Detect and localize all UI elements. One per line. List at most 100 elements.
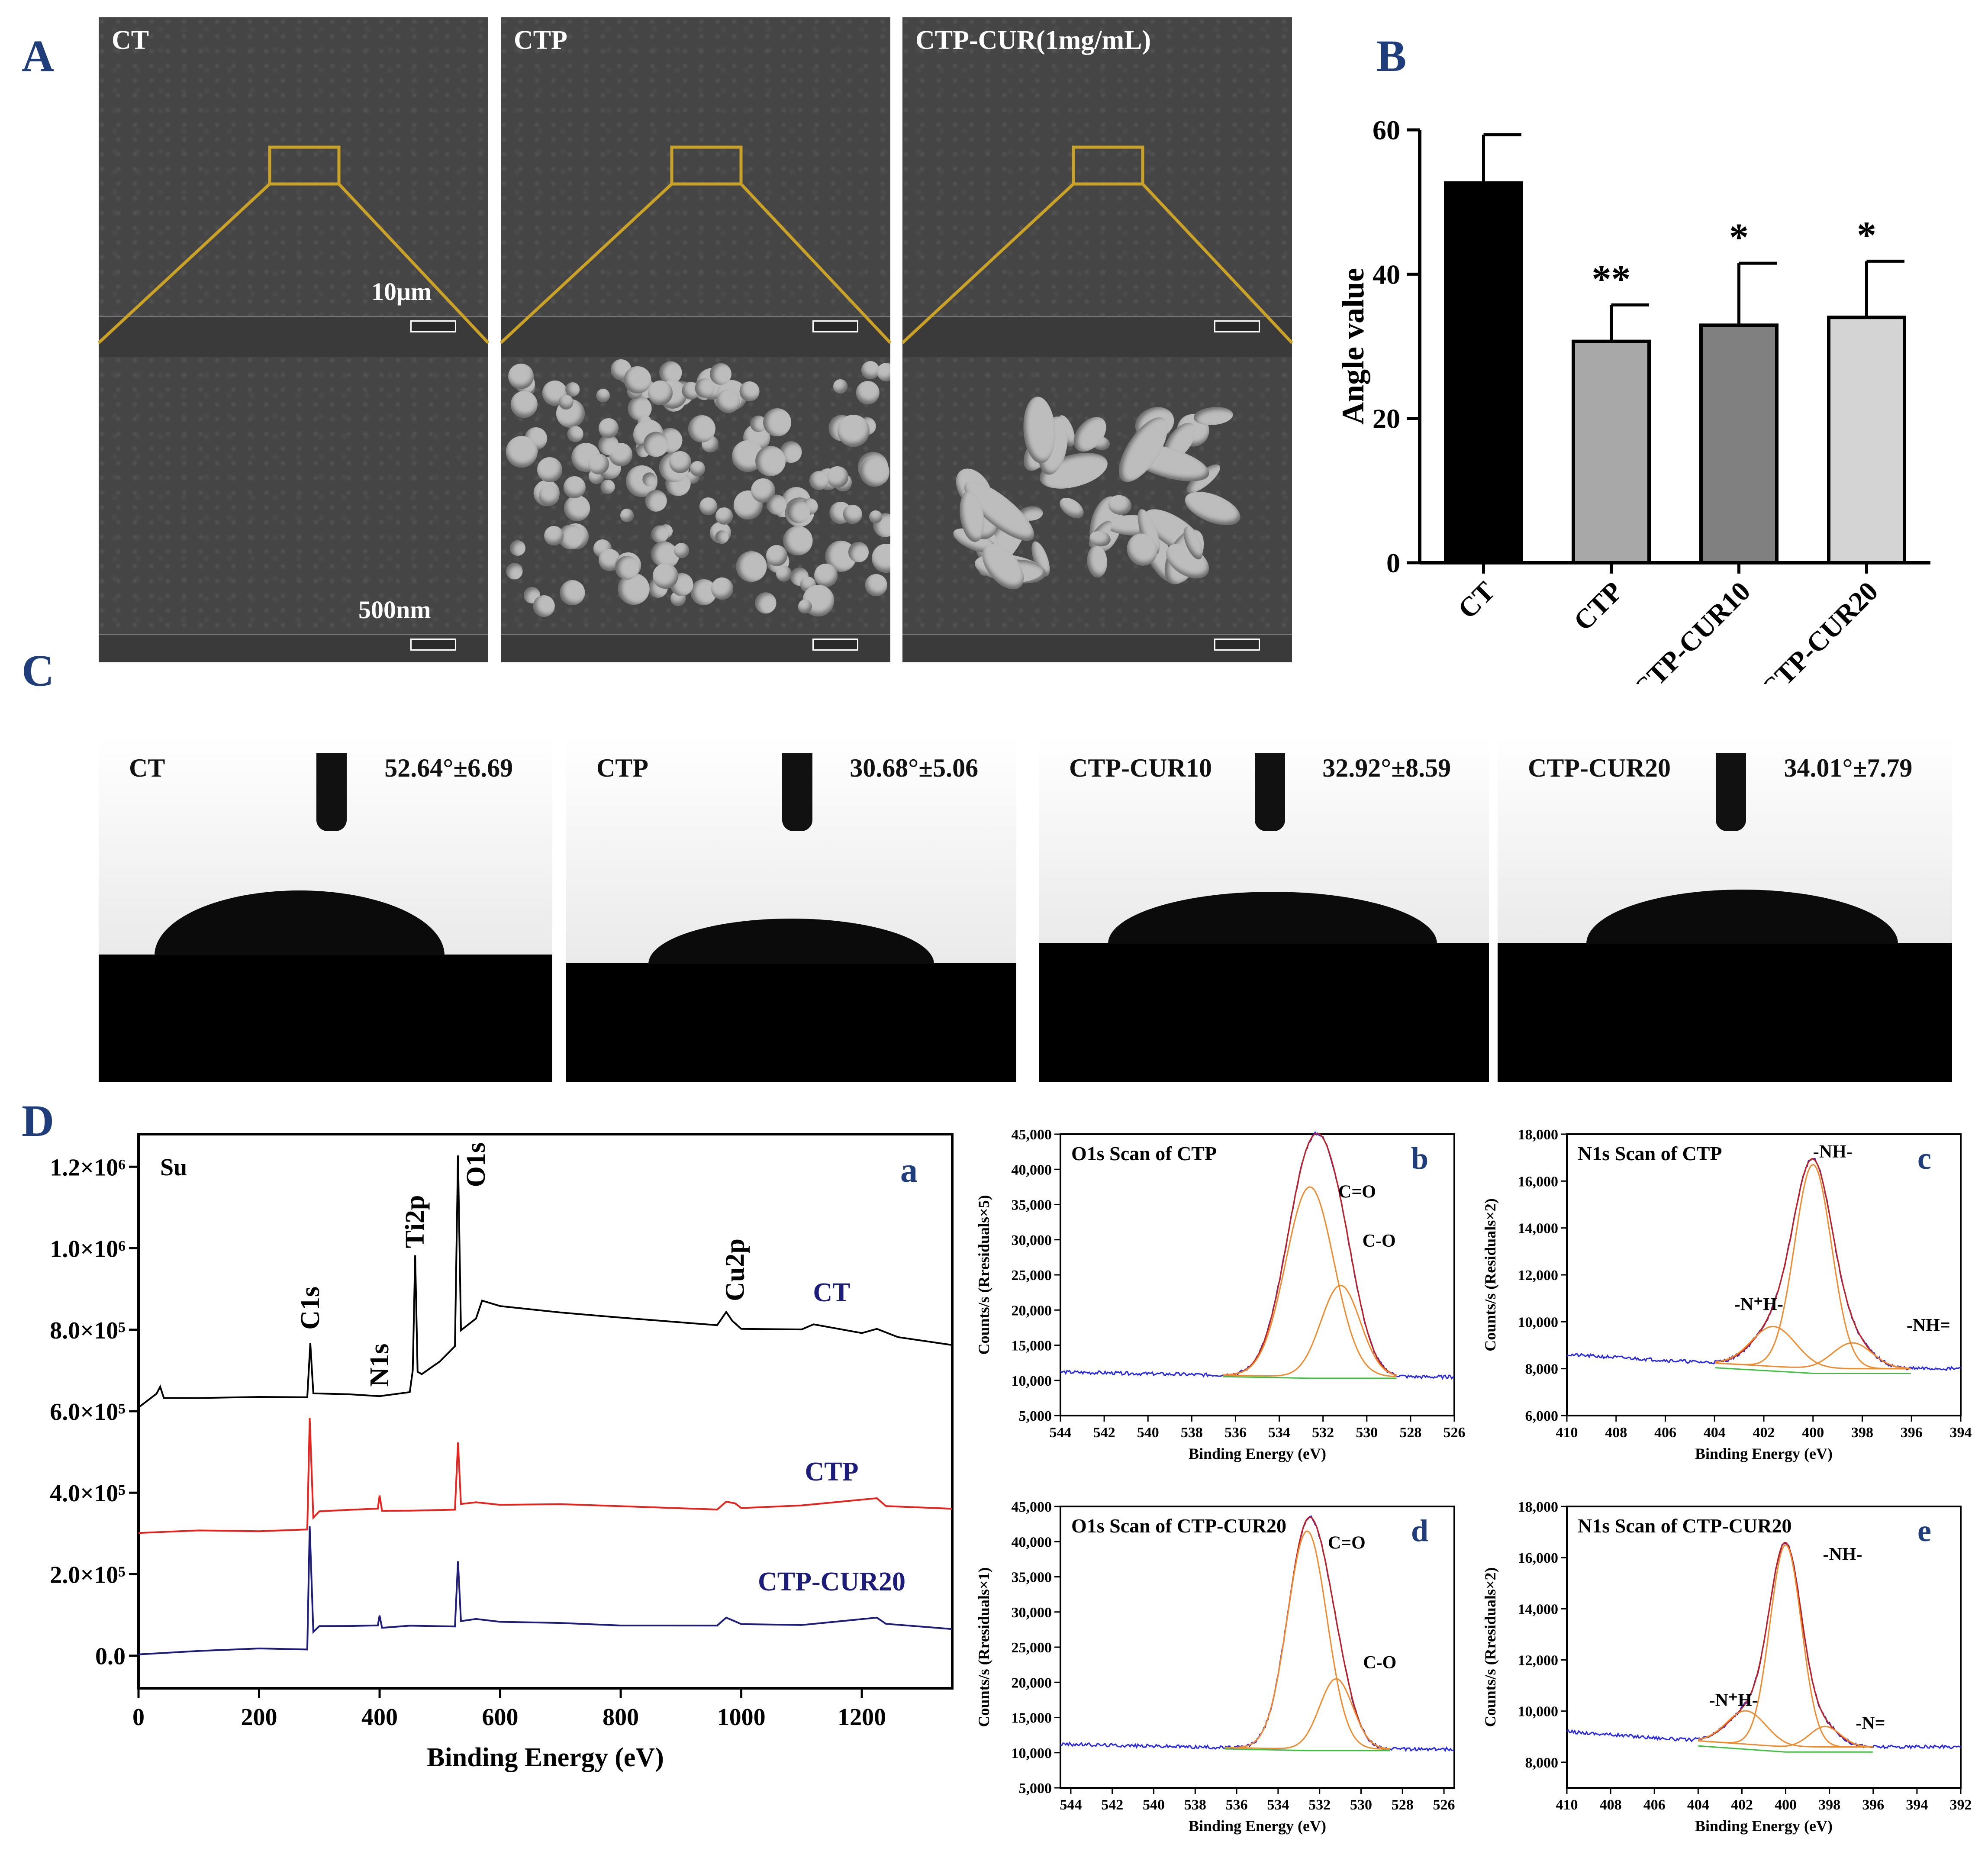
x-tick-label: 406 <box>1654 1425 1676 1441</box>
significance-mark: * <box>1857 214 1876 257</box>
o1s-ctp-chart: 544 542 540 538 536 534 532 530 528 526 5,000 10,00… <box>975 1127 1466 1462</box>
series-label: CTP <box>805 1457 858 1487</box>
series-line <box>1060 1515 1455 1752</box>
sample-label: CTP-CUR20 <box>1528 754 1671 782</box>
x-axis-label: Binding Energy (eV) <box>1189 1817 1326 1835</box>
x-tick-label: 392 <box>1950 1797 1972 1813</box>
y-axis-label: Counts/s (Residuals×2) <box>1482 1198 1499 1351</box>
x-tick-label: 398 <box>1851 1425 1873 1441</box>
x-tick-label: CTP <box>1568 576 1629 637</box>
bar <box>1827 316 1906 564</box>
angle-value: 34.01°±7.79 <box>1784 754 1913 782</box>
x-tick-label: 526 <box>1443 1425 1466 1441</box>
series-label: CTP-CUR20 <box>758 1567 905 1597</box>
component-label: -NH= <box>1907 1316 1950 1335</box>
bar <box>1699 323 1779 564</box>
panel-label-b: B <box>1376 31 1407 81</box>
zoom-lines <box>499 182 892 344</box>
y-tick-label: 16,000 <box>1518 1550 1559 1566</box>
series-line <box>1698 1745 1873 1753</box>
scale-bar-top <box>410 320 456 332</box>
x-tick-label: 408 <box>1605 1425 1627 1441</box>
x-tick-label: 534 <box>1267 1797 1289 1813</box>
sem-image-ctp: CTP <box>501 17 890 662</box>
y-tick-label: 12,000 <box>1518 1653 1559 1669</box>
panel-label-c: C <box>22 646 55 696</box>
x-tick-label: 536 <box>1224 1425 1247 1441</box>
component-label: C-O <box>1363 1653 1396 1673</box>
component-label: C=O <box>1328 1533 1366 1553</box>
series-line <box>1698 1544 1873 1748</box>
x-axis-label: Binding Energy (eV) <box>1695 1445 1833 1462</box>
x-tick-label: 402 <box>1731 1797 1753 1813</box>
significance-mark: ** <box>1592 258 1631 300</box>
needle <box>1716 753 1746 831</box>
xps-survey-chart: 0 200 400 600 800 1000 1200 0.0 2.0×10⁵ 4.0×10⁵ 6.… <box>50 1133 954 1772</box>
series-line <box>1223 1284 1397 1377</box>
angle-bar-chart: 0 20 40 60 Angle value CT ** CTP * CTP-CUR10 * CTP-… <box>1336 115 1930 684</box>
y-tick-label: 60 <box>1373 115 1400 145</box>
y-tick-label: 0 <box>1386 548 1400 578</box>
sem-label-ctp: CTP <box>514 26 567 55</box>
chart-title: N1s Scan of CTP <box>1578 1142 1722 1164</box>
x-tick-label: 394 <box>1950 1425 1972 1441</box>
series-line <box>1715 1367 1911 1374</box>
n1s-ctp-chart: 410 408 406 404 402 400 398 396 394 6,000 8,000 10,… <box>1482 1127 1972 1462</box>
y-tick-label: 40,000 <box>1012 1534 1052 1550</box>
chart-title: O1s Scan of CTP-CUR20 <box>1071 1515 1286 1537</box>
series-line <box>1223 1133 1397 1376</box>
scale-label-500nm: 500nm <box>358 596 431 624</box>
x-tick-label: 532 <box>1308 1797 1331 1813</box>
plot-frame <box>1566 1506 1962 1789</box>
scale-bar-bottom <box>812 639 858 651</box>
y-axis-label: Counts/s (Rresiduals×1) <box>975 1567 992 1727</box>
scale-bar-bottom <box>1214 639 1260 651</box>
x-axis-label: Binding Energy (eV) <box>1189 1445 1326 1462</box>
sem-label-ctp-cur: CTP-CUR(1mg/mL) <box>915 26 1151 55</box>
y-tick-label: 5,000 <box>1019 1408 1052 1424</box>
x-tick-label: 534 <box>1268 1425 1290 1441</box>
x-tick-label: 542 <box>1093 1425 1115 1441</box>
scale-bar-top <box>812 320 858 332</box>
y-axis-label: Counts/s (Rresiduals×2) <box>1482 1567 1499 1727</box>
contact-angle-photo: CT 52.64°±6.69 <box>99 736 552 1082</box>
x-tick-label: 800 <box>603 1704 639 1731</box>
o1s-ctp-cur20-chart: 544 542 540 538 536 534 532 530 528 526 5,000 10,00… <box>975 1499 1455 1835</box>
contact-angle-photo: CTP-CUR20 34.01°±7.79 <box>1498 736 1952 1082</box>
y-tick-label: 1.0×10⁶ <box>50 1236 126 1263</box>
y-tick-label: 1.2×10⁶ <box>50 1154 126 1181</box>
x-tick-label: 406 <box>1643 1797 1666 1813</box>
component-label: -N⁺H- <box>1709 1690 1758 1710</box>
contact-angle-photo: CTP-CUR10 32.92°±8.59 <box>1039 736 1489 1082</box>
x-tick-label: 600 <box>482 1704 519 1731</box>
x-tick-label: 538 <box>1184 1797 1206 1813</box>
x-axis-label: Binding Energy (eV) <box>427 1743 664 1772</box>
x-tick-label: 538 <box>1181 1425 1203 1441</box>
y-tick-label: 10,000 <box>1518 1704 1559 1720</box>
component-label: C-O <box>1363 1231 1396 1251</box>
component-label: -N⁺H- <box>1734 1294 1783 1314</box>
series-line <box>1566 1158 1961 1371</box>
x-tick-label: 410 <box>1556 1797 1578 1813</box>
series-label: CT <box>813 1278 850 1307</box>
y-tick-label: 14,000 <box>1518 1221 1559 1237</box>
x-tick-label: CT <box>1452 576 1501 625</box>
contact-angle-photo: CTP 30.68°±5.06 <box>566 736 1016 1082</box>
x-tick-label: 528 <box>1399 1425 1421 1441</box>
x-tick-label: 530 <box>1356 1425 1378 1441</box>
y-tick-label: 16,000 <box>1518 1174 1559 1190</box>
needle <box>1255 753 1286 831</box>
peak-label: N1s <box>365 1344 394 1387</box>
series-line <box>138 1155 953 1408</box>
series-line <box>1060 1131 1455 1380</box>
angle-value: 52.64°±6.69 <box>384 754 513 782</box>
y-axis-label: Angle value <box>1336 268 1370 425</box>
scale-bar-top <box>1214 320 1260 332</box>
x-tick-label: 404 <box>1687 1797 1709 1813</box>
y-tick-label: 6,000 <box>1525 1408 1559 1424</box>
scale-label-10um: 10μm <box>371 277 432 306</box>
panel-letter: c <box>1917 1141 1931 1176</box>
y-tick-label: 12,000 <box>1518 1268 1559 1284</box>
y-axis-label: Counts/s (Rresiduals×5) <box>975 1195 992 1355</box>
needle <box>782 753 813 831</box>
